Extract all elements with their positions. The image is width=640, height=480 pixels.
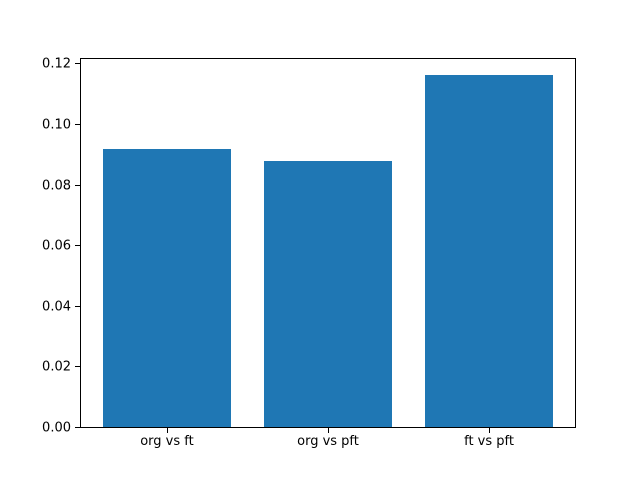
y-tick-mark-1 (75, 366, 80, 367)
y-tick-mark-4 (75, 185, 80, 186)
x-tick-label-0: org vs ft (140, 434, 194, 449)
y-tick-mark-6 (75, 63, 80, 64)
x-tick-label-2: ft vs pft (464, 434, 514, 449)
bar-org-vs-ft (102, 149, 232, 427)
x-tick-label-1: org vs pft (297, 434, 359, 449)
y-tick-mark-2 (75, 306, 80, 307)
bar-org-vs-pft (263, 161, 393, 427)
plot-area (80, 58, 576, 427)
spine-bottom (80, 427, 576, 428)
y-tick-label-4: 0.08 (42, 178, 71, 194)
y-tick-mark-0 (75, 427, 80, 428)
spine-right (575, 58, 576, 428)
y-tick-label-2: 0.04 (42, 299, 71, 315)
spine-top (80, 58, 576, 59)
y-tick-label-0: 0.00 (42, 420, 71, 436)
y-tick-label-1: 0.02 (42, 359, 71, 375)
spine-left (80, 58, 81, 428)
x-tick-mark-1 (328, 428, 329, 433)
y-tick-mark-5 (75, 124, 80, 125)
x-tick-mark-0 (167, 428, 168, 433)
y-tick-label-3: 0.06 (42, 238, 71, 254)
bar-ft-vs-pft (424, 75, 554, 427)
y-tick-label-5: 0.10 (42, 117, 71, 133)
y-tick-label-6: 0.12 (42, 56, 71, 72)
x-tick-mark-2 (489, 428, 490, 433)
y-tick-mark-3 (75, 245, 80, 246)
